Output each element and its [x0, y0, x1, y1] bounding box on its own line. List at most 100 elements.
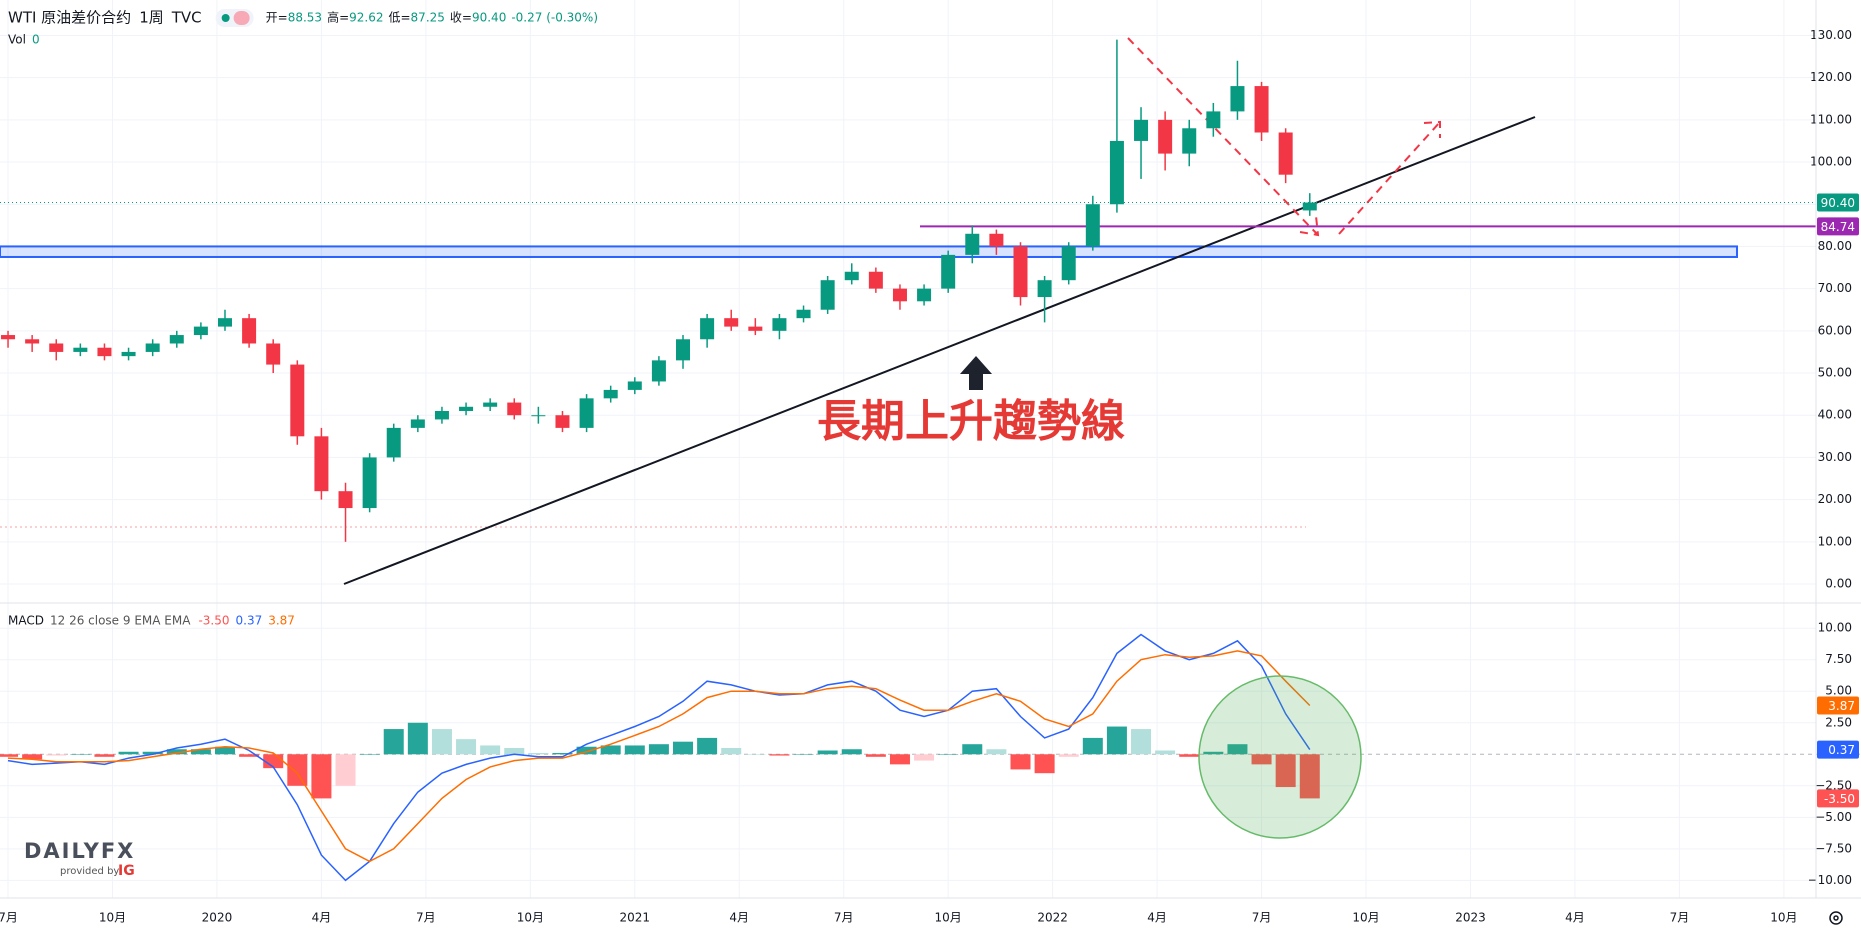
candle-body [338, 491, 353, 509]
annotation-text: 長期上升趨勢線 [817, 396, 1125, 447]
candle-body [49, 343, 64, 352]
annotation-arrow [960, 356, 992, 390]
y-tick-label: 20.00 [1818, 492, 1852, 506]
x-tick-label: 10月 [1770, 911, 1797, 925]
histogram-bar [166, 749, 187, 755]
histogram-bar [1227, 744, 1248, 755]
highlight-circle [1198, 675, 1362, 839]
histogram-bar [142, 751, 163, 755]
histogram-bar [986, 749, 1007, 755]
indicator-params: 12 26 close 9 EMA EMA [50, 614, 191, 628]
y-tick-label: 50.00 [1818, 366, 1852, 380]
candle-body [868, 271, 883, 289]
histogram-bar [648, 744, 669, 755]
ohlc-value: 90.40 [472, 11, 506, 25]
x-tick-label: 10月 [1352, 911, 1379, 925]
candle-body [1134, 119, 1149, 141]
candle-body [1230, 86, 1245, 112]
histogram-bar [697, 737, 718, 755]
legend-value: 0.37 [236, 614, 263, 628]
labels-layer: WTI 原油差价合约 1周 TVC 开= 88.53 高= 92.62 低= 87.25 收= 90… [0, 9, 1859, 925]
histogram-bar [1203, 751, 1224, 755]
histogram-bar [552, 753, 573, 755]
logo-partner: IG [118, 863, 135, 879]
candle-body [651, 360, 666, 382]
candle-body [73, 347, 88, 352]
vol-value: 0 [32, 33, 40, 47]
x-tick-label: 4月 [1147, 911, 1167, 925]
y-tick-label: 120.00 [1810, 70, 1852, 84]
price-badge-label: -3.50 [1824, 792, 1855, 806]
price-badge [1817, 696, 1859, 715]
ohlc-value: 87.25 [411, 11, 445, 25]
histogram-bar [1034, 754, 1055, 774]
y-tick-label: 100.00 [1810, 155, 1852, 169]
candle-body [290, 364, 305, 437]
histogram-bar [673, 741, 694, 755]
histogram-bar [914, 754, 935, 761]
candle-body [1061, 246, 1076, 281]
y-tick-label: −2.50 [1815, 778, 1852, 792]
histogram-bar [841, 749, 862, 755]
settings-icon[interactable] [1829, 911, 1843, 925]
histogram-bar [1251, 754, 1272, 765]
histogram-bar [769, 754, 790, 756]
candle-body [410, 419, 425, 428]
candle-body [579, 398, 594, 428]
candle-body [796, 309, 811, 319]
histogram-bar [190, 749, 211, 755]
candle-body [965, 233, 980, 255]
y-tick-label: 130.00 [1810, 28, 1852, 42]
candle-body [917, 288, 932, 302]
candle-body [1302, 202, 1317, 211]
ohlc-value: 92.62 [349, 11, 383, 25]
candle-body [989, 233, 1004, 247]
x-tick-label: 10月 [517, 911, 544, 925]
candle-body [242, 318, 257, 344]
dashed-arrow [1338, 120, 1441, 235]
change: -0.27 (-0.30%) [511, 11, 598, 25]
histogram-bar [431, 729, 452, 755]
histogram-bar [359, 754, 380, 755]
candle-body [362, 457, 377, 509]
candle-body [1, 335, 16, 340]
candle-body [97, 347, 112, 357]
candle-body [892, 288, 907, 302]
y-tick-label: 7.50 [1825, 652, 1852, 666]
histogram-bar [1106, 726, 1127, 755]
x-tick-label: 7月 [416, 911, 436, 925]
status-dot [221, 14, 230, 22]
ohlc-label: 开= [266, 11, 288, 25]
histogram-bar [721, 747, 742, 755]
candle-body [1254, 86, 1269, 133]
legend-value: 3.87 [268, 614, 295, 628]
vol-label: Vol [8, 33, 26, 47]
histogram-bar [962, 744, 983, 755]
candle-body [1109, 140, 1124, 205]
price-badge-label: 84.74 [1821, 220, 1855, 234]
histogram-bar [889, 754, 910, 765]
candle-body [266, 343, 281, 365]
price-badge [1817, 217, 1859, 236]
ohlc-label: 高= [327, 10, 349, 25]
candle-body [483, 402, 498, 407]
candle-body [555, 415, 570, 428]
y-tick-label: 5.00 [1825, 684, 1852, 698]
candle-body [193, 326, 208, 336]
histogram-bar [335, 754, 356, 786]
x-tick-label: 2023 [1455, 911, 1486, 925]
x-tick-label: 2020 [202, 911, 233, 925]
x-tick-label: 7月 [0, 911, 18, 925]
y-tick-label: 2.50 [1825, 715, 1852, 729]
histogram-bar [504, 747, 525, 755]
histogram-bar [793, 754, 814, 755]
candle-body [1013, 246, 1028, 298]
y-tick-label: −7.50 [1815, 841, 1852, 855]
candle-body [1085, 204, 1100, 247]
histogram-bar [576, 746, 597, 755]
candle-body [145, 343, 160, 352]
candle-body [507, 402, 522, 416]
x-tick-label: 4月 [1565, 911, 1585, 925]
candle-body [844, 271, 859, 281]
ohlc-label: 收= [450, 11, 472, 25]
